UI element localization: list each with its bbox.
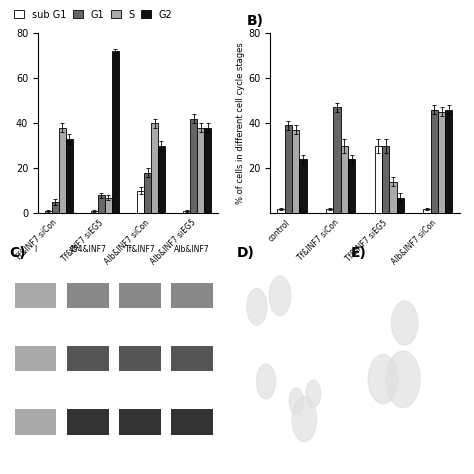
Bar	[52, 202, 59, 213]
Bar	[341, 146, 348, 213]
Bar	[292, 130, 300, 213]
Circle shape	[392, 301, 418, 345]
Text: C): C)	[9, 246, 26, 261]
Bar	[333, 108, 341, 213]
Bar	[137, 191, 144, 213]
Circle shape	[247, 289, 267, 325]
Bar	[348, 159, 355, 213]
Bar	[91, 211, 98, 213]
Bar	[277, 209, 285, 213]
Bar	[438, 112, 445, 213]
Text: Alb&INF7: Alb&INF7	[174, 246, 210, 255]
Bar	[119, 346, 161, 371]
Text: Tf&INF7: Tf&INF7	[125, 246, 155, 255]
Text: l: l	[35, 246, 36, 255]
Legend: sub G1, G1, S, G2: sub G1, G1, S, G2	[14, 9, 173, 19]
Bar	[105, 198, 112, 213]
Text: D): D)	[237, 246, 255, 261]
Bar	[67, 409, 109, 435]
Bar	[326, 209, 333, 213]
Bar	[382, 146, 389, 213]
Y-axis label: % of cells in different cell cycle stages: % of cells in different cell cycle stage…	[237, 42, 246, 204]
Circle shape	[386, 351, 420, 408]
Text: B): B)	[246, 14, 264, 28]
Circle shape	[306, 380, 321, 407]
Bar	[112, 51, 119, 213]
Bar	[191, 118, 197, 213]
Bar	[204, 128, 211, 213]
Bar	[158, 146, 165, 213]
Text: E): E)	[351, 246, 366, 261]
Bar	[15, 346, 56, 371]
Bar	[15, 409, 56, 435]
Bar	[67, 346, 109, 371]
Text: 454&INF7: 454&INF7	[69, 246, 107, 255]
Bar	[65, 139, 73, 213]
Bar	[15, 283, 56, 308]
Bar	[389, 182, 397, 213]
Bar	[67, 283, 109, 308]
Bar	[171, 409, 213, 435]
Bar	[397, 198, 404, 213]
Bar	[98, 195, 105, 213]
Bar	[375, 146, 382, 213]
Bar	[285, 126, 292, 213]
Bar	[197, 128, 204, 213]
Bar	[445, 109, 453, 213]
Bar	[59, 128, 65, 213]
Circle shape	[256, 364, 275, 399]
Bar	[430, 109, 438, 213]
Bar	[119, 409, 161, 435]
Bar	[151, 123, 158, 213]
Bar	[119, 283, 161, 308]
Bar	[300, 159, 307, 213]
Bar	[171, 346, 213, 371]
Bar	[423, 209, 430, 213]
Circle shape	[289, 388, 303, 414]
Circle shape	[292, 397, 317, 442]
Bar	[171, 283, 213, 308]
Bar	[144, 173, 151, 213]
Bar	[45, 211, 52, 213]
Circle shape	[368, 355, 398, 404]
Bar	[183, 211, 191, 213]
Circle shape	[269, 276, 291, 315]
